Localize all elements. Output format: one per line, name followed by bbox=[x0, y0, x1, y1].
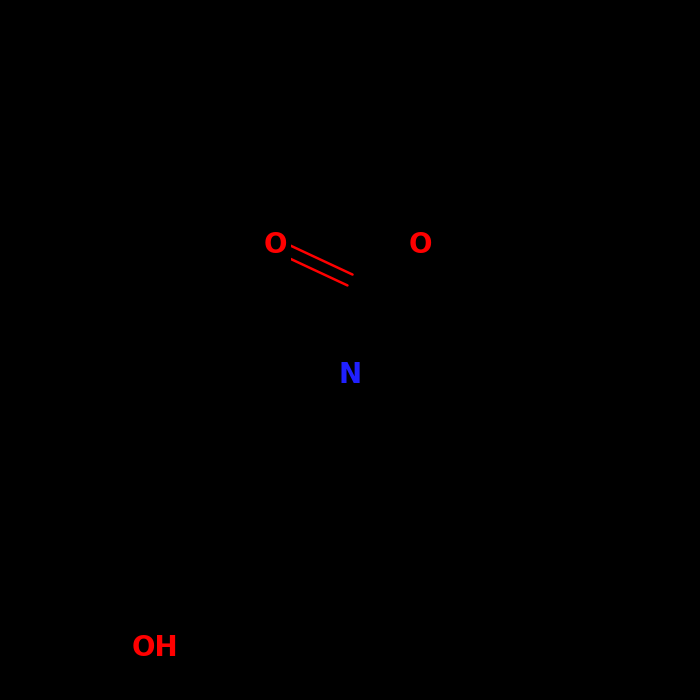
Text: O: O bbox=[263, 231, 287, 259]
Text: OH: OH bbox=[132, 634, 178, 662]
Text: N: N bbox=[338, 361, 362, 389]
Text: O: O bbox=[408, 231, 432, 259]
